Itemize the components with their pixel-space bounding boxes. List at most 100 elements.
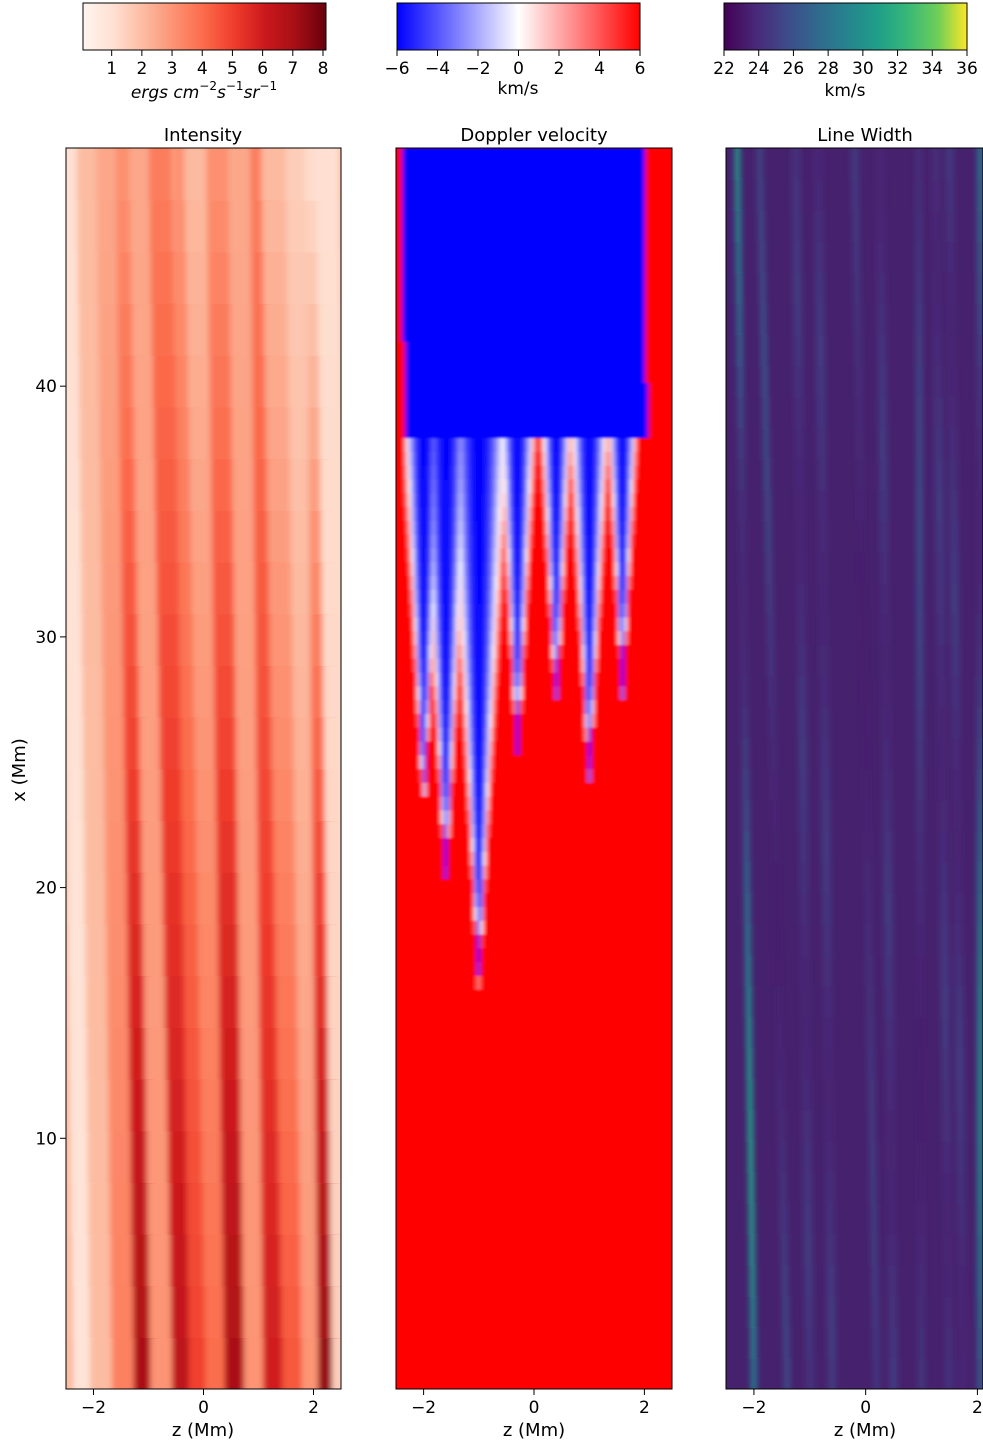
doppler-cell [411, 589, 415, 604]
doppler-cell [399, 520, 403, 535]
doppler-cell [498, 713, 502, 728]
doppler-cell [417, 699, 421, 714]
doppler-cell [543, 878, 547, 894]
doppler-cell [498, 230, 502, 246]
doppler-cell [525, 1361, 529, 1376]
doppler-cell [444, 396, 448, 411]
doppler-cell [438, 1058, 442, 1073]
doppler-cell [459, 313, 463, 328]
doppler-cell [426, 823, 430, 839]
doppler-cell [492, 878, 496, 894]
doppler-cell [459, 782, 463, 797]
doppler-cell [435, 175, 439, 190]
doppler-cell [414, 1361, 418, 1376]
doppler-cell [477, 561, 481, 577]
doppler-cell [429, 837, 433, 852]
doppler-cell [438, 906, 442, 921]
doppler-cell [465, 1223, 469, 1238]
doppler-cell [399, 189, 403, 204]
doppler-cell [519, 478, 523, 494]
doppler-cell [534, 589, 538, 604]
doppler-cell [456, 547, 460, 563]
doppler-cell [417, 603, 421, 618]
doppler-cell [525, 244, 529, 259]
doppler-cell [468, 892, 472, 907]
doppler-cell [405, 1278, 409, 1294]
doppler-cell [513, 1168, 517, 1183]
doppler-cell [483, 354, 487, 370]
doppler-cell [408, 313, 412, 328]
doppler-cell [477, 699, 481, 714]
doppler-cell [501, 520, 505, 535]
doppler-cell [444, 644, 448, 659]
doppler-cell [522, 382, 526, 397]
doppler-cell [462, 658, 466, 673]
doppler-cell [420, 851, 424, 866]
doppler-cell [492, 699, 496, 714]
doppler-cell [513, 341, 517, 356]
doppler-cell [429, 1292, 433, 1307]
doppler-cell [534, 161, 538, 177]
doppler-cell [483, 1320, 487, 1335]
doppler-cell [426, 920, 430, 935]
doppler-cell [492, 961, 496, 976]
doppler-cell [420, 1030, 424, 1045]
doppler-cell [489, 272, 493, 287]
doppler-cell [441, 258, 445, 273]
doppler-cell [480, 244, 484, 259]
doppler-cell [450, 823, 454, 839]
doppler-cell [468, 768, 472, 783]
doppler-cell [471, 354, 475, 370]
doppler-cell [474, 768, 478, 783]
intensity-cell [190, 509, 214, 563]
doppler-cell [465, 478, 469, 494]
doppler-cell [396, 1209, 400, 1225]
doppler-cell [504, 437, 508, 452]
doppler-cell [474, 740, 478, 756]
doppler-cell [396, 1182, 400, 1197]
doppler-cell [429, 478, 433, 494]
doppler-cell [507, 754, 511, 770]
doppler-cell [489, 368, 493, 384]
doppler-cell [543, 189, 547, 204]
doppler-cell [474, 575, 478, 590]
doppler-cell [534, 244, 538, 259]
doppler-cell [486, 851, 490, 866]
doppler-cell [456, 382, 460, 397]
intensity-cell [107, 975, 131, 1029]
doppler-cell [525, 865, 529, 880]
doppler-cell [435, 409, 439, 425]
doppler-cell [417, 878, 421, 894]
doppler-cell [435, 1016, 439, 1032]
intensity-cell [131, 251, 155, 305]
doppler-cell [426, 1113, 430, 1128]
doppler-cell [495, 809, 499, 825]
doppler-cell [414, 1223, 418, 1238]
doppler-cell [495, 975, 499, 990]
doppler-cell [423, 975, 427, 990]
doppler-cell [399, 1168, 403, 1183]
doppler-cell [504, 975, 508, 990]
doppler-cell [441, 1278, 445, 1294]
intensity-cell [201, 1130, 225, 1184]
doppler-cell [441, 782, 445, 797]
doppler-cell [534, 699, 538, 714]
doppler-cell [543, 851, 547, 866]
doppler-cell [531, 492, 535, 508]
doppler-cell [456, 520, 460, 535]
doppler-cell [414, 354, 418, 370]
doppler-cell [501, 534, 505, 549]
intensity-cell [133, 354, 157, 408]
doppler-cell [399, 1375, 403, 1389]
doppler-cell [480, 327, 484, 342]
doppler-cell [483, 465, 487, 480]
doppler-cell [441, 1140, 445, 1156]
doppler-cell [396, 699, 400, 714]
doppler-cell [417, 244, 421, 259]
doppler-cell [507, 1375, 511, 1389]
doppler-cell [441, 1320, 445, 1335]
doppler-cell [462, 713, 466, 728]
doppler-cell [429, 1320, 433, 1335]
doppler-cell [486, 616, 490, 632]
doppler-cell [396, 809, 400, 825]
